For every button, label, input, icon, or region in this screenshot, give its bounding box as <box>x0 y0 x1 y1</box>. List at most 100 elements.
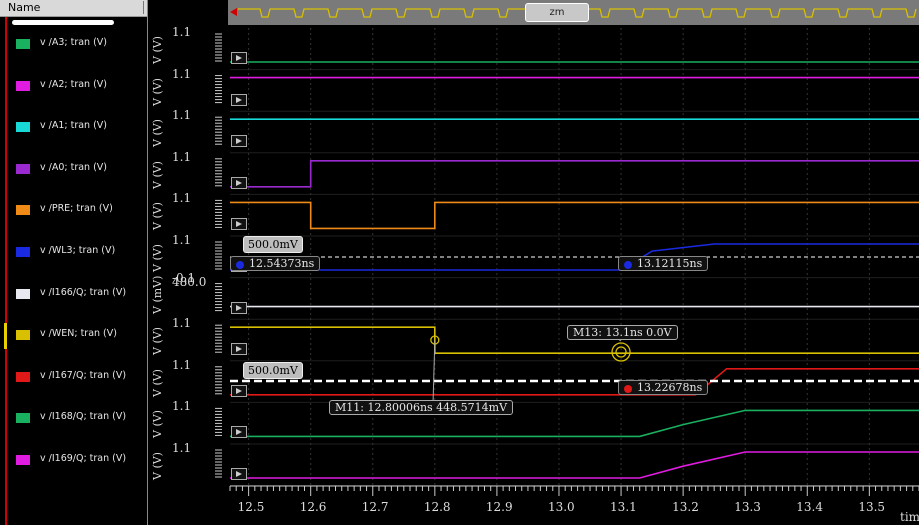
y-top-label: 1.1 <box>172 441 192 455</box>
horizontal-scrollbar[interactable] <box>12 20 114 25</box>
y-top-label: 480.0 <box>172 274 207 289</box>
y-top-label: 1.1 <box>172 149 192 164</box>
y-top-label: 1.1 <box>172 357 192 372</box>
overview-strip[interactable]: zm <box>228 0 919 25</box>
signal-item[interactable]: v /I169/Q; tran (V) <box>12 453 146 471</box>
threshold-label[interactable]: 500.0mV <box>243 236 303 253</box>
signal-item[interactable]: v /PRE; tran (V) <box>12 203 146 221</box>
y-unit-label: V (V) <box>151 452 164 480</box>
signal-color-swatch <box>16 247 30 257</box>
signal-item[interactable]: v /WL3; tran (V) <box>12 245 146 263</box>
y-unit-label: V (V) <box>151 327 164 356</box>
signal-color-swatch <box>16 455 30 465</box>
marker-value: 12.54373ns <box>249 257 315 270</box>
trace-line <box>230 160 919 188</box>
signal-label: v /A0; tran (V) <box>40 161 108 173</box>
y-unit-label: V (V) <box>151 244 164 272</box>
signal-item[interactable]: v /WEN; tran (V) <box>4 323 146 350</box>
delta-marker-label[interactable]: 12.54373ns <box>230 256 321 271</box>
expand-arrow-icon[interactable] <box>231 93 247 106</box>
x-tick-label: 13.3 <box>734 500 761 514</box>
signal-item[interactable]: v /A3; tran (V) <box>12 37 146 55</box>
y-top-label: 1.1 <box>172 191 192 206</box>
y-unit-label: V (V) <box>151 119 164 148</box>
x-tick-label: 12.6 <box>299 500 327 514</box>
signal-item[interactable]: v /I168/Q; tran (V) <box>12 411 146 429</box>
marker-m13-ring <box>611 342 631 362</box>
y-unit-label: V (V) <box>151 36 164 64</box>
signal-item[interactable]: v /I167/Q; tran (V) <box>12 370 146 388</box>
signal-label: v /I167/Q; tran (V) <box>40 369 127 381</box>
trace-line <box>230 201 919 230</box>
signal-color-swatch <box>16 39 30 49</box>
trace-line <box>230 451 919 479</box>
signal-item[interactable]: v /A1; tran (V) <box>12 120 146 138</box>
y-top-label: 1.1 <box>172 399 192 414</box>
x-tick-label: 12.7 <box>361 500 389 514</box>
x-axis-unit: tim <box>900 510 919 524</box>
y-top-label: 1.1 <box>172 316 192 331</box>
panel-edge-marker <box>5 0 7 525</box>
signal-label: v /I169/Q; tran (V) <box>40 453 127 464</box>
signal-color-swatch <box>16 413 30 424</box>
name-header-label: Name <box>8 1 41 14</box>
x-tick-label: 13.5 <box>858 500 886 514</box>
signal-label: v /I168/Q; tran (V) <box>40 411 127 423</box>
signal-label: v /I166/Q; tran (V) <box>40 286 127 298</box>
y-bottom-label: -0.1 <box>172 271 196 285</box>
signal-color-swatch <box>16 122 30 133</box>
signal-color-swatch <box>16 371 30 382</box>
marker-m13-ring <box>615 346 627 358</box>
expand-arrow-icon[interactable] <box>231 135 247 148</box>
expand-arrow-icon[interactable] <box>231 343 247 356</box>
trace-line <box>230 243 919 271</box>
expand-arrow-icon[interactable] <box>231 426 247 439</box>
signal-label: v /WL3; tran (V) <box>40 245 116 256</box>
signal-item[interactable]: v /I166/Q; tran (V) <box>12 287 146 305</box>
signal-label: v /A3; tran (V) <box>40 37 108 48</box>
marker-value: 13.22678ns <box>637 381 703 394</box>
y-unit-label: V (V) <box>151 160 164 189</box>
signal-color-swatch <box>16 288 30 299</box>
marker-value: 13.12115ns <box>637 257 703 270</box>
signal-color-swatch <box>16 205 30 216</box>
expand-arrow-icon[interactable] <box>231 52 247 64</box>
waveform-canvas[interactable] <box>148 0 919 525</box>
trace-line <box>230 409 919 438</box>
marker-dot-icon <box>236 261 244 269</box>
expand-arrow-icon[interactable] <box>231 176 247 189</box>
marker-leader <box>432 339 436 405</box>
signal-label: v /A2; tran (V) <box>40 78 108 90</box>
x-tick-label: 13.2 <box>672 500 699 514</box>
name-column-header[interactable]: Name <box>0 0 147 17</box>
signal-color-swatch <box>16 80 30 91</box>
marker-dot-icon <box>624 261 632 269</box>
waveform-area: zm 1.1 V (V) 1.1 V (V) 1.1 V (V) 1.1 V (V) 1.1 V … <box>148 0 919 525</box>
expand-arrow-icon[interactable] <box>231 384 247 397</box>
signal-label: v /PRE; tran (V) <box>40 203 113 215</box>
x-tick-label: 12.5 <box>237 500 265 514</box>
y-unit-label: V (V) <box>151 202 164 231</box>
marker-m11-label[interactable]: M11: 12.80006ns 448.5714mV <box>329 400 514 415</box>
y-top-label: 1.1 <box>172 25 192 39</box>
zoom-window-handle[interactable]: zm <box>525 3 589 22</box>
signal-item[interactable]: v /A2; tran (V) <box>12 79 146 97</box>
y-top-label: 1.1 <box>172 233 192 247</box>
expand-arrow-icon[interactable] <box>231 468 247 480</box>
delta-marker-label[interactable]: 13.22678ns <box>618 380 709 395</box>
signal-item[interactable]: v /A0; tran (V) <box>12 162 146 180</box>
y-unit-label: V (V) <box>151 410 164 439</box>
signal-label: v /A1; tran (V) <box>40 120 108 132</box>
expand-arrow-icon[interactable] <box>231 301 247 314</box>
scroll-left-icon[interactable] <box>230 8 237 16</box>
y-unit-label: V (V) <box>151 77 164 106</box>
y-top-label: 1.1 <box>172 108 192 123</box>
marker-m13-label[interactable]: M13: 13.1ns 0.0V <box>567 325 678 340</box>
x-tick-label: 13.4 <box>796 500 823 514</box>
signal-label: v /WEN; tran (V) <box>40 328 117 340</box>
expand-arrow-icon[interactable] <box>231 218 247 231</box>
threshold-label[interactable]: 500.0mV <box>243 362 303 379</box>
column-separator[interactable] <box>143 1 144 14</box>
y-top-label: 1.1 <box>172 66 192 81</box>
delta-marker-label[interactable]: 13.12115ns <box>618 256 709 271</box>
